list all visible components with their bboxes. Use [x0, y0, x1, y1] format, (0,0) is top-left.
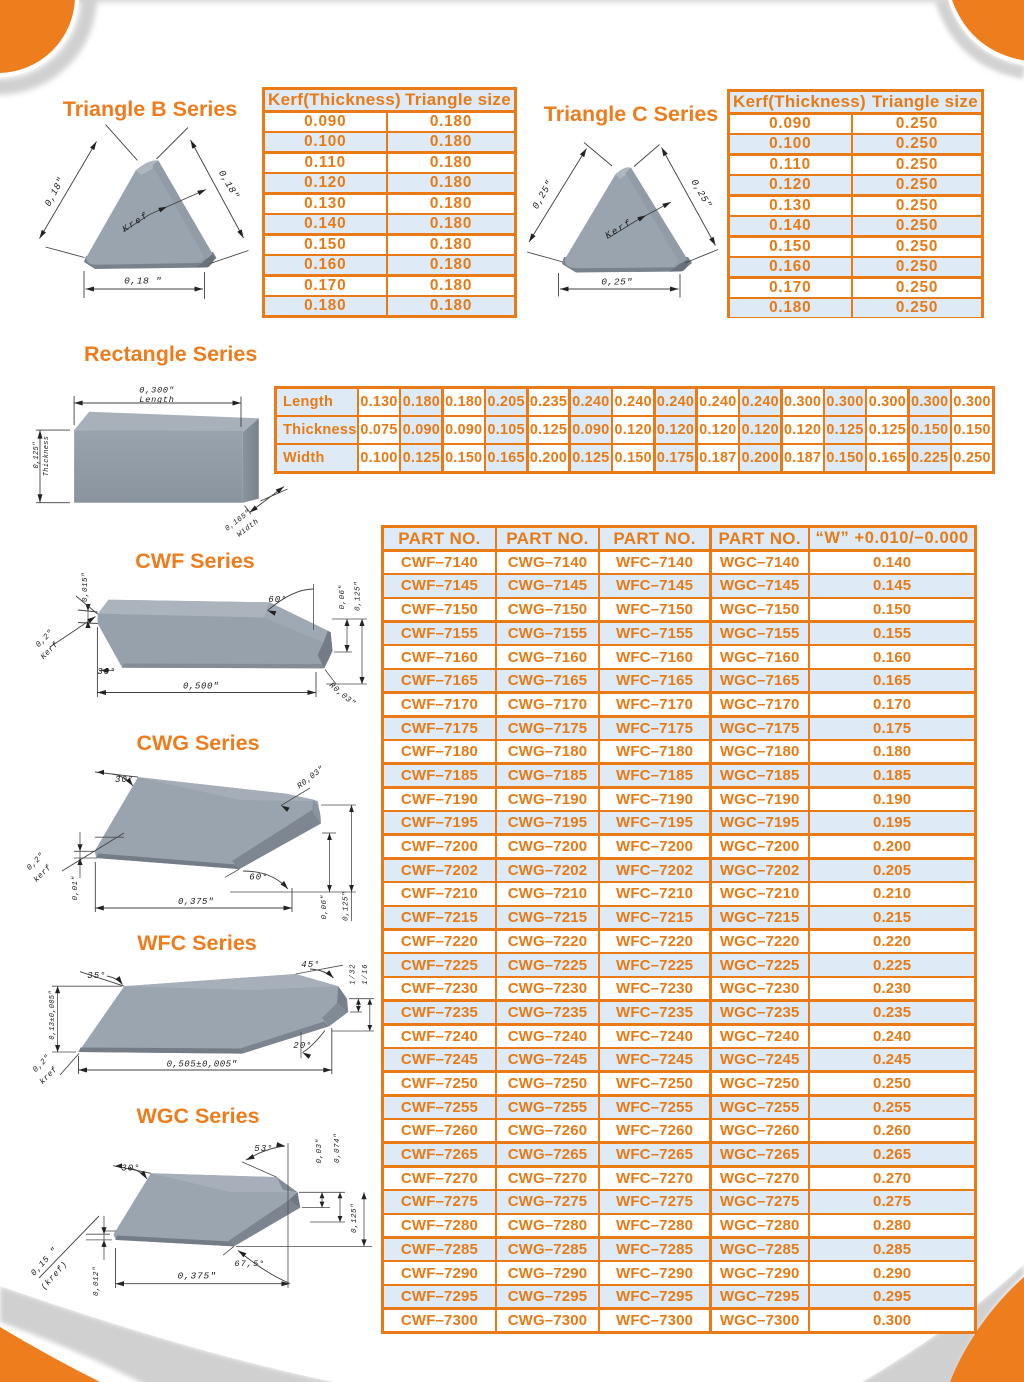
svg-text:45°: 45° — [301, 960, 321, 970]
svg-text:0,18": 0,18" — [43, 175, 68, 208]
svg-text:60°: 60° — [249, 873, 269, 883]
svg-text:35°: 35° — [87, 971, 107, 981]
svg-text:0,074": 0,074" — [334, 1133, 342, 1163]
svg-text:0,18 ": 0,18 " — [124, 276, 162, 287]
svg-text:30°: 30° — [97, 667, 117, 677]
svg-text:0,25": 0,25" — [689, 177, 714, 210]
svg-text:0,01": 0,01" — [72, 875, 80, 900]
svg-text:0,012": 0,012" — [93, 1266, 101, 1296]
svg-text:30°: 30° — [121, 1164, 141, 1174]
svg-text:60°: 60° — [268, 595, 288, 605]
svg-text:0,03": 0,03" — [316, 1138, 324, 1163]
svg-text:0,25": 0,25" — [530, 178, 555, 211]
svg-text:0,505±0,005": 0,505±0,005" — [167, 1060, 238, 1070]
svg-text:Thickness: Thickness — [43, 436, 51, 477]
svg-text:R0,03": R0,03" — [296, 764, 327, 791]
svg-text:0,125": 0,125" — [33, 441, 41, 468]
svg-text:0,015": 0,015" — [82, 572, 90, 602]
svg-text:67,5°: 67,5° — [234, 1259, 265, 1269]
svg-text:0,375": 0,375" — [178, 897, 214, 907]
svg-text:53°: 53° — [254, 1144, 274, 1154]
svg-text:R0,03": R0,03" — [327, 681, 357, 708]
svg-text:0,375": 0,375" — [177, 1271, 216, 1282]
svg-text:20°: 20° — [293, 1041, 313, 1051]
svg-text:0,125": 0,125" — [351, 1203, 359, 1233]
svg-text:1/16: 1/16 — [362, 963, 370, 984]
svg-text:0,300": 0,300" — [139, 386, 174, 396]
svg-text:1/32: 1/32 — [350, 963, 358, 984]
svg-text:0,06": 0,06" — [321, 894, 329, 919]
svg-text:Length: Length — [139, 395, 174, 405]
svg-text:0,125": 0,125" — [343, 891, 351, 921]
svg-text:0,06": 0,06" — [339, 584, 347, 609]
svg-text:0,25": 0,25" — [601, 277, 633, 288]
svg-text:0,500": 0,500" — [183, 682, 219, 692]
svg-text:0,125": 0,125" — [355, 581, 363, 611]
svg-text:30°: 30° — [115, 775, 135, 785]
svg-text:0,18": 0,18" — [216, 168, 241, 201]
svg-text:0,13±0,005": 0,13±0,005" — [49, 990, 57, 1040]
